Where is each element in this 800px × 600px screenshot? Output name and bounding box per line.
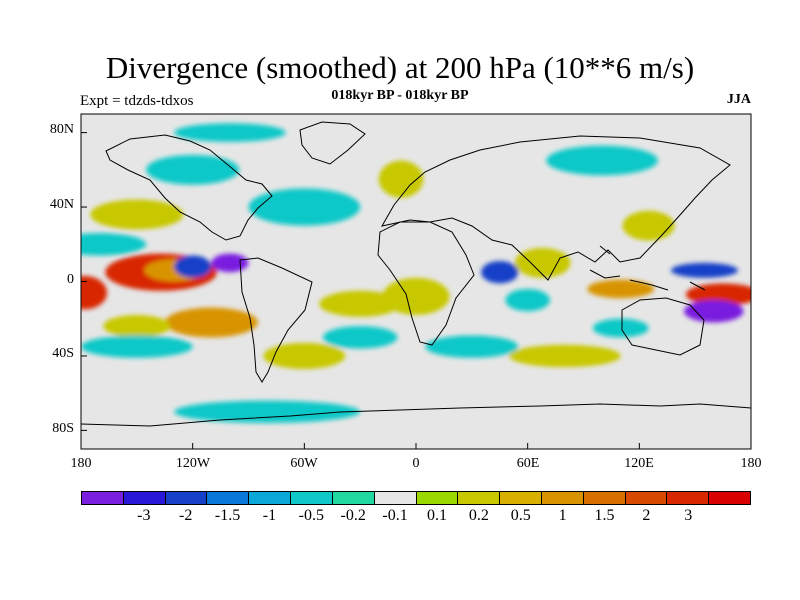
divergence-contour-region [592, 318, 649, 338]
colorbar-swatch [667, 492, 710, 504]
divergence-contour-region [103, 315, 171, 338]
colorbar-label: -3 [137, 507, 151, 524]
colorbar-label: -1 [262, 507, 277, 524]
lat-label-80n: 80N [49, 122, 74, 137]
divergence-contour-region [505, 288, 550, 312]
colorbar-swatch [291, 492, 333, 504]
divergence-contour-region [322, 326, 398, 349]
colorbar-label: -2 [179, 507, 193, 524]
colorbar-swatch [458, 492, 501, 504]
lon-label-180w: 180 [70, 456, 92, 471]
divergence-contour-region [81, 275, 108, 310]
colorbar-swatch [625, 492, 668, 504]
colorbar-label: -0.1 [382, 507, 408, 524]
map-title: Divergence (smoothed) at 200 hPa (10**6 … [105, 50, 695, 85]
coastline-eurasia [381, 135, 731, 281]
colorbar-label: 0.1 [426, 507, 447, 524]
coastline-greenland [299, 121, 366, 165]
colorbar-label: 0.5 [510, 507, 531, 524]
coastline-antarctica [81, 403, 751, 427]
coastline-north-america [105, 134, 273, 241]
coastline-maritime-continent [589, 245, 706, 291]
coastline-south-america [239, 257, 313, 383]
lon-label-120w: 120W [175, 456, 211, 471]
divergence-contour-region [378, 160, 424, 198]
divergence-contour-region [248, 188, 361, 226]
colorbar-label: 2 [642, 507, 651, 524]
colorbar-swatch [249, 492, 292, 504]
colorbar-swatch [165, 492, 208, 504]
colorbar-swatch [583, 492, 626, 504]
divergence-contour-region [174, 400, 361, 423]
colorbar-swatch [416, 492, 459, 504]
coastline-africa [377, 221, 475, 346]
colorbar-label: 0.2 [468, 507, 489, 524]
lon-label-60e: 60E [516, 456, 540, 471]
divergence-contour-region [546, 145, 658, 176]
divergence-contour-region [587, 279, 655, 299]
coastline-australia [621, 297, 705, 356]
colorbar-label: 1 [558, 507, 567, 524]
colorbar-label: -0.2 [340, 507, 366, 524]
lat-label-40s: 40S [52, 346, 74, 361]
lat-label-80s: 80S [52, 421, 74, 436]
colorbar [81, 491, 751, 505]
colorbar-swatch [709, 492, 750, 504]
colorbar-swatch [123, 492, 166, 504]
divergence-contour-region [622, 210, 675, 241]
divergence-contour-region [81, 233, 147, 256]
divergence-contour-region [90, 199, 184, 230]
lon-label-0: 0 [412, 456, 420, 471]
colorbar-label: 3 [684, 507, 693, 524]
divergence-contour-region [382, 277, 450, 315]
colorbar-label: -1.5 [214, 507, 241, 524]
colorbar-swatch [82, 492, 124, 504]
divergence-contour-region [319, 290, 402, 317]
lon-label-120e: 120E [624, 456, 654, 471]
divergence-contour-region [514, 248, 571, 278]
season-label: JJA [726, 92, 751, 107]
colorbar-swatch [541, 492, 584, 504]
lon-label-180e: 180 [740, 456, 762, 471]
colorbar-swatch [332, 492, 375, 504]
divergence-contour-region [509, 344, 621, 368]
experiment-label: Expt = tdzds-tdxos [80, 93, 194, 109]
colorbar-swatch [374, 492, 417, 504]
divergence-contour-region [425, 335, 519, 358]
divergence-contour-region [684, 300, 744, 323]
colorbar-label: 1.5 [594, 507, 615, 524]
divergence-contour-region [146, 154, 240, 185]
colorbar-swatch [207, 492, 250, 504]
divergence-contour-region [211, 253, 249, 273]
divergence-contour-region [174, 123, 286, 142]
lon-label-60w: 60W [290, 456, 318, 471]
divergence-contour-region [481, 261, 519, 284]
divergence-contour-region [164, 307, 258, 338]
lat-label-40n: 40N [49, 197, 74, 212]
period-label: 018kyr BP - 018kyr BP [331, 88, 469, 103]
colorbar-label: -0.5 [298, 507, 324, 524]
divergence-contour-region [670, 262, 738, 278]
divergence-contour-region [263, 342, 346, 369]
divergence-contour-region [174, 255, 212, 278]
divergence-contour-region [81, 335, 193, 358]
colorbar-swatch [500, 492, 542, 504]
lat-label-0: 0 [67, 272, 74, 287]
